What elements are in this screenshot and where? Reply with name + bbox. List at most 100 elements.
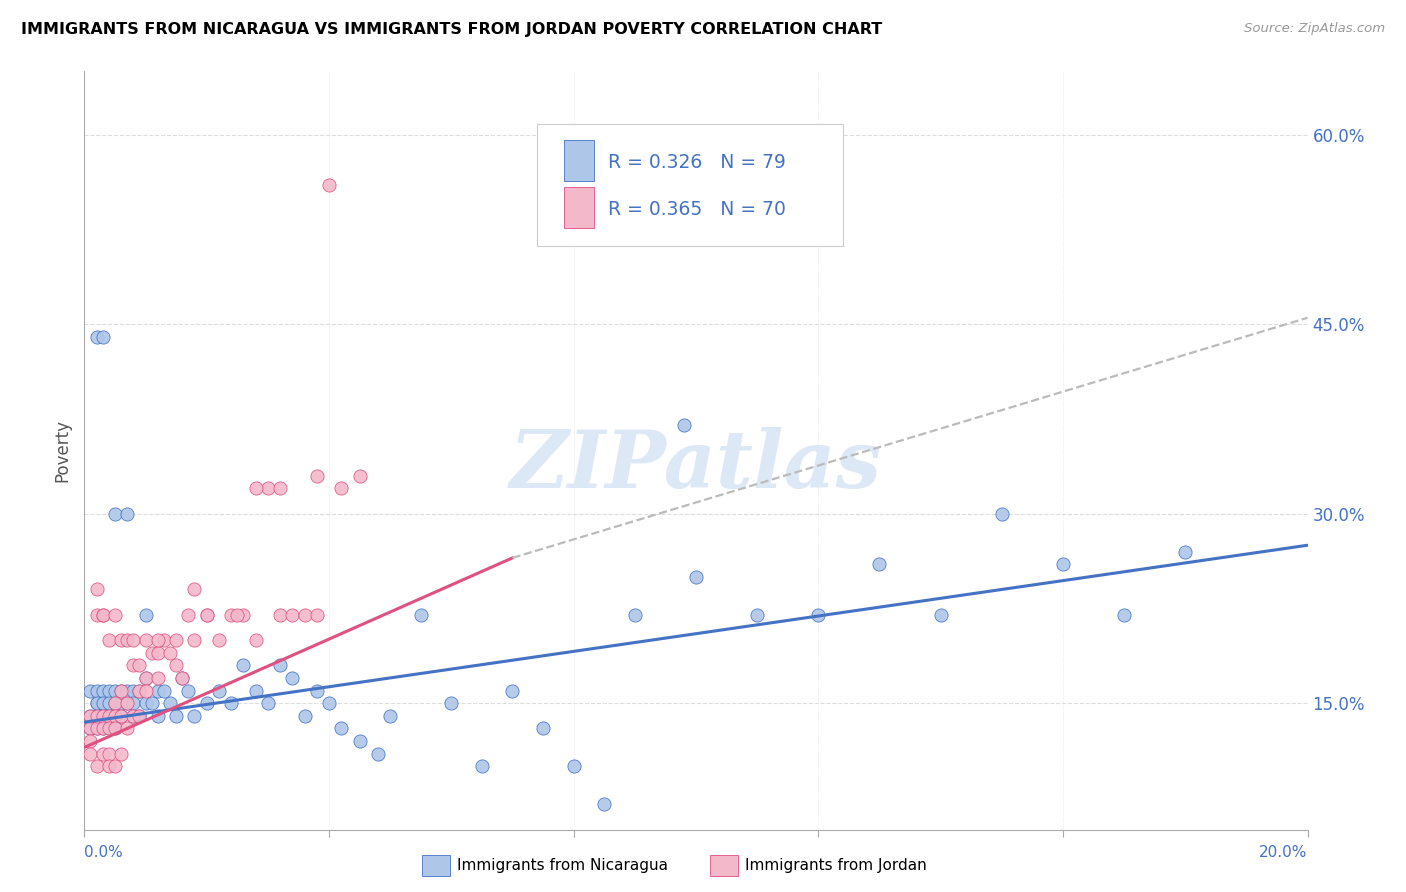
Point [86, 582, 108, 597]
Point [146, 708, 169, 723]
Point [135, 671, 157, 685]
Point [269, 607, 291, 622]
Text: Source: ZipAtlas.com: Source: ZipAtlas.com [1244, 22, 1385, 36]
Point [97, 708, 120, 723]
Point [747, 607, 769, 622]
Point [257, 482, 280, 496]
Point [97, 708, 120, 723]
Point [208, 683, 231, 698]
Text: ZIPatlas: ZIPatlas [510, 427, 882, 504]
Point [91, 607, 114, 622]
Point [135, 633, 157, 648]
Point [97, 759, 120, 773]
Point [380, 708, 402, 723]
Point [165, 633, 187, 648]
Point [471, 759, 494, 773]
Point [153, 633, 176, 648]
Point [110, 696, 132, 710]
Point [135, 696, 157, 710]
Point [115, 633, 138, 648]
Point [97, 696, 120, 710]
Point [135, 683, 157, 698]
Point [1174, 544, 1197, 558]
Point [141, 646, 163, 660]
Point [115, 507, 138, 521]
Point [91, 708, 114, 723]
Point [146, 683, 169, 698]
Point [104, 607, 127, 622]
Point [79, 747, 101, 761]
Point [86, 722, 108, 736]
Point [165, 658, 187, 673]
Point [86, 708, 108, 723]
Point [440, 696, 463, 710]
Point [110, 683, 132, 698]
Point [91, 708, 114, 723]
Point [294, 607, 316, 622]
Point [122, 708, 145, 723]
Point [104, 708, 127, 723]
Point [929, 607, 952, 622]
Point [115, 683, 138, 698]
Point [1114, 607, 1136, 622]
Point [685, 570, 707, 584]
Point [367, 747, 389, 761]
Point [159, 646, 181, 660]
Point [562, 759, 585, 773]
Point [86, 607, 108, 622]
Point [104, 722, 127, 736]
Point [97, 747, 120, 761]
Point [86, 683, 108, 698]
Point [349, 468, 371, 483]
Point [624, 607, 647, 622]
Point [318, 178, 340, 192]
Point [146, 646, 169, 660]
Point [104, 507, 127, 521]
Point [183, 582, 205, 597]
Point [141, 696, 163, 710]
Point [115, 722, 138, 736]
Point [86, 722, 108, 736]
Point [104, 708, 127, 723]
Text: R = 0.365   N = 70: R = 0.365 N = 70 [607, 200, 786, 219]
Point [91, 607, 114, 622]
Point [869, 557, 891, 572]
Point [104, 683, 127, 698]
Text: IMMIGRANTS FROM NICARAGUA VS IMMIGRANTS FROM JORDAN POVERTY CORRELATION CHART: IMMIGRANTS FROM NICARAGUA VS IMMIGRANTS … [21, 22, 883, 37]
Point [991, 507, 1014, 521]
Point [91, 696, 114, 710]
Point [281, 607, 304, 622]
Point [104, 722, 127, 736]
Point [128, 708, 150, 723]
Point [349, 734, 371, 748]
Point [195, 607, 218, 622]
Text: R = 0.326   N = 79: R = 0.326 N = 79 [607, 153, 786, 172]
Point [135, 607, 157, 622]
Point [305, 683, 328, 698]
Point [318, 696, 340, 710]
Point [122, 683, 145, 698]
Point [281, 671, 304, 685]
Point [128, 708, 150, 723]
Point [86, 330, 108, 344]
Point [330, 482, 353, 496]
Point [294, 708, 316, 723]
Point [159, 696, 181, 710]
FancyBboxPatch shape [564, 139, 595, 181]
Point [91, 722, 114, 736]
Point [128, 683, 150, 698]
Point [110, 708, 132, 723]
Text: Immigrants from Nicaragua: Immigrants from Nicaragua [457, 858, 668, 872]
Point [172, 671, 194, 685]
Point [79, 722, 101, 736]
Point [79, 722, 101, 736]
Point [115, 696, 138, 710]
Point [232, 607, 254, 622]
Point [110, 708, 132, 723]
Point [177, 607, 200, 622]
Point [172, 671, 194, 685]
Point [165, 708, 187, 723]
Point [226, 607, 249, 622]
Point [79, 708, 101, 723]
Point [219, 607, 242, 622]
